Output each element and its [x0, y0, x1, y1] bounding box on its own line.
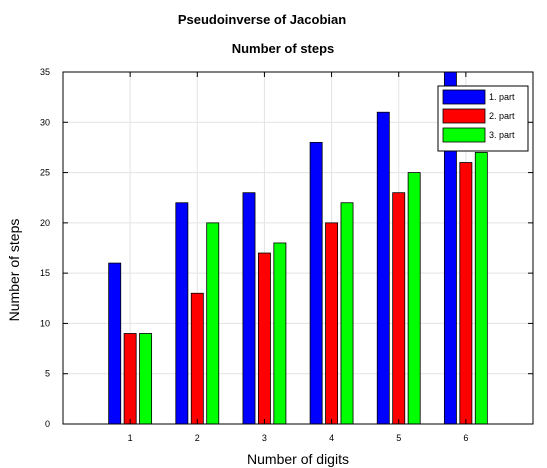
bar-series-2-cat-5	[392, 192, 406, 425]
chart-title: Pseudoinverse of Jacobian	[178, 12, 346, 27]
y-axis-label: Number of steps	[6, 219, 22, 322]
legend: 1. part 2. part 3. part	[437, 85, 529, 152]
bar-series-3-cat-5	[407, 172, 421, 425]
x-tick-label: 5	[396, 433, 401, 443]
x-axis-label: Number of digits	[247, 451, 349, 467]
plot-frame	[62, 71, 534, 425]
bar-series-2-cat-1	[123, 333, 137, 425]
x-tick-label: 3	[262, 433, 267, 443]
bars	[108, 71, 488, 425]
bar-series-1-cat-2	[175, 202, 189, 425]
y-tick-label: 10	[40, 318, 50, 328]
y-tick-label: 0	[45, 419, 50, 429]
bar-series-3-cat-6	[474, 152, 488, 425]
bar-series-2-cat-2	[190, 292, 204, 425]
x-tick-label: 1	[128, 433, 133, 443]
bar-series-3-cat-3	[273, 242, 287, 425]
bar-series-2-cat-3	[257, 252, 271, 425]
bar-series-1-cat-5	[376, 111, 390, 425]
bar-series-3-cat-2	[206, 222, 220, 425]
y-tick-label: 20	[40, 218, 50, 228]
y-tick-label: 35	[40, 67, 50, 77]
y-tick-label: 30	[40, 117, 50, 127]
bar-series-1-cat-1	[108, 262, 122, 425]
bar-series-2-cat-4	[325, 222, 339, 425]
y-tick-label: 15	[40, 268, 50, 278]
legend-label: 3. part	[489, 130, 515, 140]
bar-series-3-cat-4	[340, 202, 354, 425]
chart-subtitle: Number of steps	[232, 41, 335, 56]
y-tick-label: 25	[40, 168, 50, 178]
legend-swatch	[442, 108, 486, 124]
legend-swatch	[442, 89, 486, 105]
legend-label: 1. part	[489, 92, 515, 102]
bar-series-3-cat-1	[139, 333, 153, 425]
bar-series-2-cat-6	[459, 162, 473, 425]
y-tick-label: 5	[45, 369, 50, 379]
legend-swatch	[442, 127, 486, 143]
legend-label: 2. part	[489, 111, 515, 121]
axis-ticks: 0 5 10 15 20 25 30 35 1 2 3 4 5 6	[40, 67, 533, 443]
x-tick-label: 2	[195, 433, 200, 443]
x-tick-label: 4	[329, 433, 334, 443]
x-tick-label: 6	[463, 433, 468, 443]
bar-series-1-cat-4	[309, 141, 323, 425]
bar-series-1-cat-3	[242, 192, 256, 425]
